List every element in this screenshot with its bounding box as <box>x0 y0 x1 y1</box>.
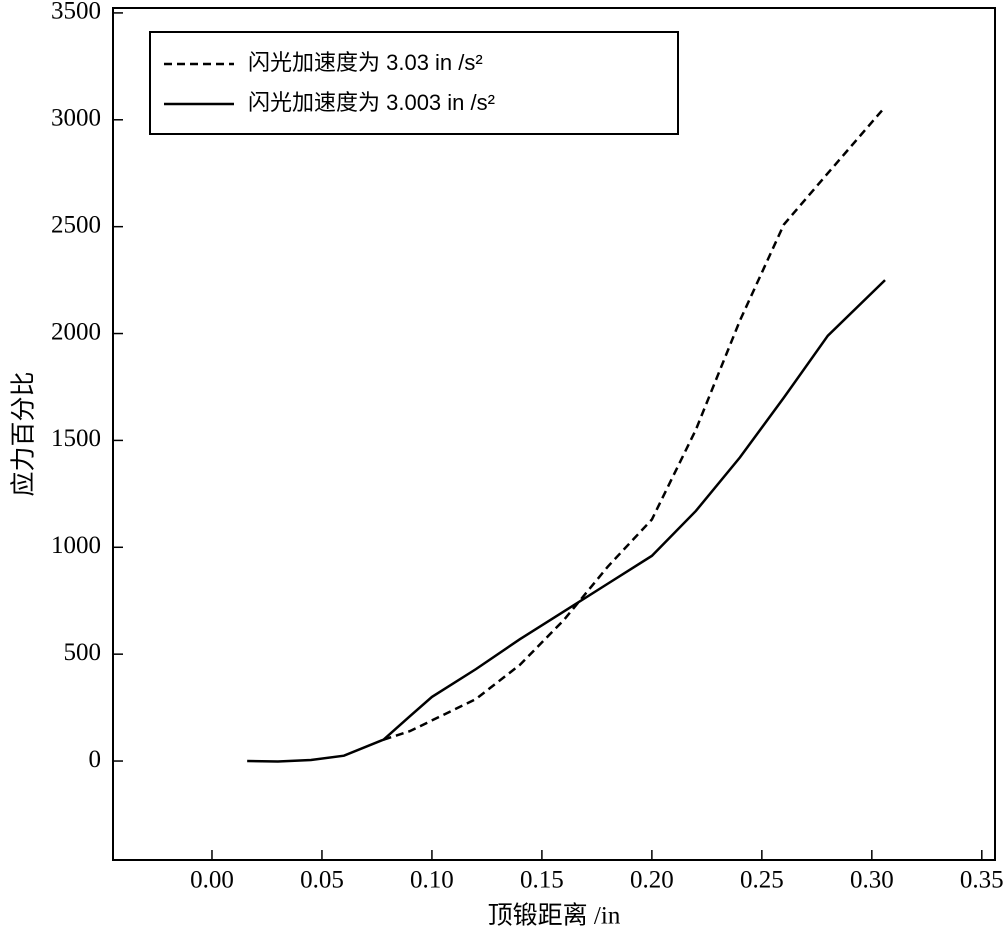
y-tick-label: 1500 <box>51 425 101 452</box>
x-tick-label: 0.15 <box>520 867 564 894</box>
data-line <box>383 106 886 741</box>
x-axis-label: 顶锻距离 /in <box>488 902 621 930</box>
y-tick-label: 0 <box>89 746 102 773</box>
legend-label: 闪光加速度为 3.003 in /s² <box>248 90 495 115</box>
y-tick-label: 500 <box>64 639 102 666</box>
y-axis-label: 应力百分比 <box>10 371 38 496</box>
x-tick-label: 0.10 <box>410 867 454 894</box>
y-tick-label: 2000 <box>51 318 101 345</box>
legend-label: 闪光加速度为 3.03 in /s² <box>248 50 483 75</box>
y-tick-label: 1000 <box>51 532 101 559</box>
legend-box <box>149 31 679 135</box>
y-tick-label: 3500 <box>51 0 101 25</box>
y-tick-label: 2500 <box>51 211 101 238</box>
plot-frame <box>112 7 996 861</box>
data-line <box>247 279 886 763</box>
x-tick-label: 0.05 <box>300 867 344 894</box>
x-tick-label: 0.25 <box>740 867 784 894</box>
x-tick-label: 0.35 <box>960 867 1004 894</box>
x-tick-label: 0.20 <box>630 867 674 894</box>
x-tick-label: 0.30 <box>850 867 894 894</box>
x-tick-label: 0.00 <box>190 867 234 894</box>
y-tick-label: 3000 <box>51 105 101 132</box>
